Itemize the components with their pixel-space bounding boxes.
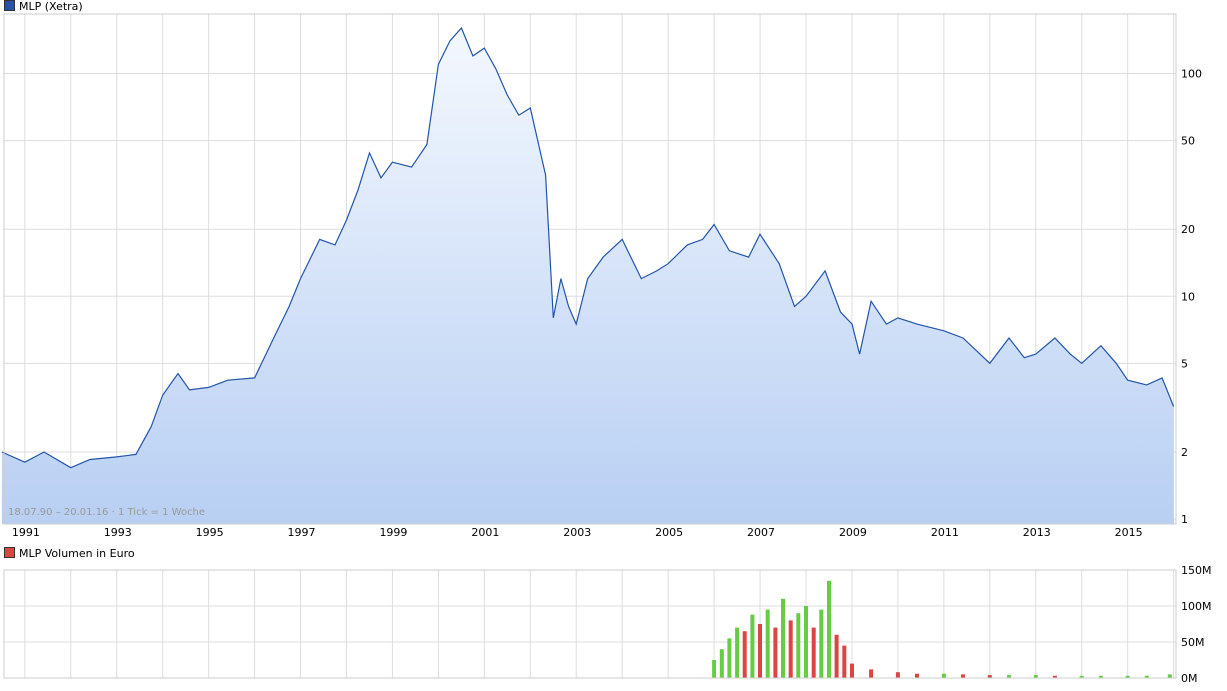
volume-bars: [712, 580, 1172, 678]
volume-bar: [773, 627, 778, 678]
volume-bar: [788, 620, 793, 678]
y-tick-label: 5: [1181, 357, 1188, 370]
volume-bar: [1033, 675, 1038, 678]
volume-plot-frame: [3, 569, 1177, 679]
volume-bar: [765, 609, 770, 678]
volume-bar: [804, 606, 808, 678]
volume-bar: [750, 614, 755, 678]
volume-bar: [941, 673, 946, 678]
volume-bar: [1098, 675, 1103, 678]
x-tick-label: 2005: [655, 526, 683, 539]
volume-y-ticks: 0M 50M 100M 150M: [1181, 564, 1212, 685]
volume-y-tick-label: 50M: [1181, 636, 1205, 649]
volume-legend: MLP Volumen in Euro: [4, 547, 135, 561]
volume-bar: [827, 580, 831, 678]
volume-bar: [895, 672, 900, 678]
volume-bar: [758, 624, 762, 678]
volume-bar: [869, 669, 874, 678]
volume-legend-label: MLP Volumen in Euro: [19, 547, 135, 560]
y-tick-label: 2: [1181, 446, 1188, 459]
volume-bar: [850, 663, 854, 678]
y-tick-label: 10: [1181, 290, 1195, 303]
volume-y-tick-label: 100M: [1181, 600, 1212, 613]
volume-bar: [1125, 675, 1130, 678]
y-tick-label: 50: [1181, 135, 1195, 148]
volume-bar: [781, 598, 785, 678]
x-tick-label: 2001: [471, 526, 499, 539]
price-plot-frame: [3, 13, 1177, 525]
volume-legend-swatch: [4, 547, 15, 558]
volume-bar: [915, 673, 919, 678]
price-line: [1, 26, 1175, 469]
x-tick-label: 2009: [839, 526, 867, 539]
x-tick-label: 2015: [1115, 526, 1143, 539]
x-tick-label: 1993: [104, 526, 132, 539]
y-tick-label: 20: [1181, 223, 1195, 236]
volume-bar: [1144, 675, 1149, 678]
volume-bar: [1052, 675, 1057, 678]
x-tick-label: 2013: [1023, 526, 1051, 539]
volume-bar: [961, 674, 965, 678]
x-tick-label: 1997: [288, 526, 316, 539]
volume-grid: [4, 569, 1176, 679]
x-tick-label: 2011: [931, 526, 959, 539]
volume-bar: [811, 627, 816, 678]
volume-y-tick-label: 150M: [1181, 564, 1212, 577]
volume-bar: [727, 638, 732, 678]
volume-bar: [1079, 675, 1084, 678]
volume-bar: [834, 634, 839, 678]
price-legend: MLP (Xetra): [4, 0, 83, 14]
x-tick-label: 1999: [379, 526, 407, 539]
x-tick-label: 2003: [563, 526, 591, 539]
volume-y-tick-label: 0M: [1181, 672, 1198, 685]
volume-bar: [987, 675, 992, 678]
y-tick-label: 1: [1181, 513, 1188, 526]
volume-bar: [712, 660, 717, 678]
x-tick-label: 2007: [747, 526, 775, 539]
price-y-ticks: 1 2 5 10 20 50 100: [1181, 68, 1202, 527]
price-legend-swatch: [4, 0, 15, 11]
volume-bar: [842, 645, 847, 678]
volume-bar: [735, 627, 740, 678]
volume-bar: [742, 631, 747, 678]
price-area: [1, 28, 1174, 524]
volume-bar: [819, 609, 824, 678]
x-tick-label: 1995: [196, 526, 224, 539]
price-legend-label: MLP (Xetra): [19, 0, 83, 13]
volume-bar: [1167, 674, 1172, 678]
volume-bar: [1007, 675, 1011, 678]
x-tick-label: 1991: [12, 526, 40, 539]
volume-bar: [719, 649, 724, 678]
y-tick-label: 100: [1181, 68, 1202, 81]
volume-bar: [796, 613, 801, 678]
range-note: 18.07.90 – 20.01.16 · 1 Tick = 1 Woche: [8, 507, 205, 518]
price-x-ticks: 1991 1993 1995 1997 1999 2001 2003 2005 2007 2009…: [12, 526, 1143, 539]
